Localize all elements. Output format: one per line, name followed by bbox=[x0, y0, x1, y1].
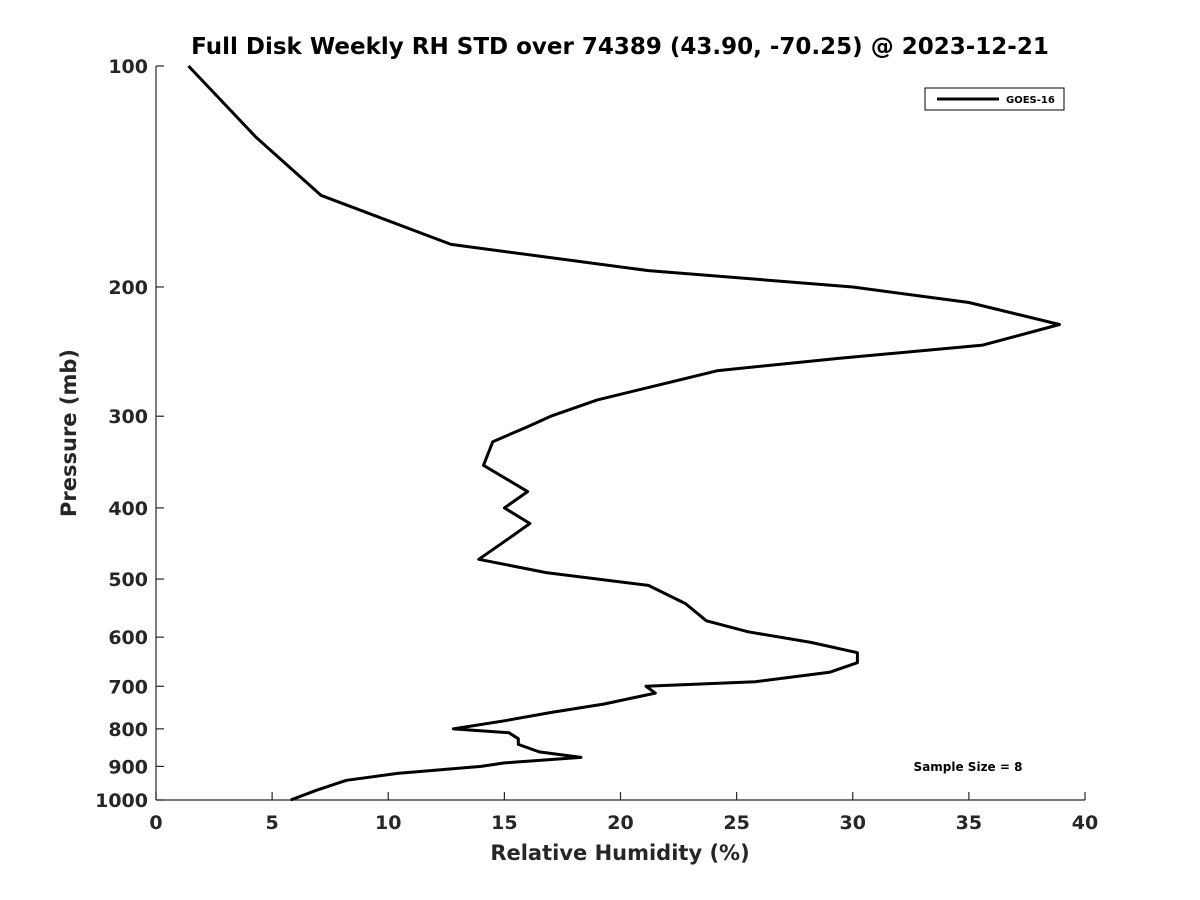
y-tick-label-3: 400 bbox=[108, 498, 148, 520]
y-tick-label-7: 800 bbox=[108, 719, 148, 741]
x-tick-label-0: 0 bbox=[149, 812, 162, 834]
x-axis-title: Relative Humidity (%) bbox=[490, 841, 749, 865]
series-line-goes-16 bbox=[187, 64, 1061, 802]
y-ticks: 100 200 300 400 500 600 700 800 900 1000 bbox=[95, 56, 164, 812]
y-tick-label-4: 500 bbox=[108, 569, 148, 591]
x-tick-label-7: 35 bbox=[956, 812, 982, 834]
x-ticks: 0 5 10 15 20 25 30 35 40 bbox=[149, 792, 1098, 834]
y-tick-label-9: 1000 bbox=[95, 790, 148, 812]
x-tick-label-6: 30 bbox=[840, 812, 866, 834]
x-tick-label-5: 25 bbox=[723, 812, 749, 834]
axes-frame bbox=[155, 66, 1085, 801]
x-tick-label-4: 20 bbox=[607, 812, 633, 834]
x-tick-label-1: 5 bbox=[266, 812, 279, 834]
y-tick-label-0: 100 bbox=[108, 56, 148, 78]
y-tick-label-8: 900 bbox=[108, 756, 148, 778]
y-tick-label-5: 600 bbox=[108, 627, 148, 649]
y-tick-label-1: 200 bbox=[108, 277, 148, 299]
x-tick-label-2: 10 bbox=[375, 812, 401, 834]
x-tick-label-8: 40 bbox=[1072, 812, 1098, 834]
y-tick-label-2: 300 bbox=[108, 406, 148, 428]
x-tick-label-3: 15 bbox=[491, 812, 517, 834]
chart-title: Full Disk Weekly RH STD over 74389 (43.9… bbox=[191, 34, 1049, 60]
y-tick-label-6: 700 bbox=[108, 676, 148, 698]
legend-label: GOES-16 bbox=[1006, 95, 1055, 106]
y-axis-title: Pressure (mb) bbox=[57, 349, 81, 517]
sample-size-annotation: Sample Size = 8 bbox=[914, 760, 1023, 774]
legend: GOES-16 bbox=[924, 87, 1065, 111]
